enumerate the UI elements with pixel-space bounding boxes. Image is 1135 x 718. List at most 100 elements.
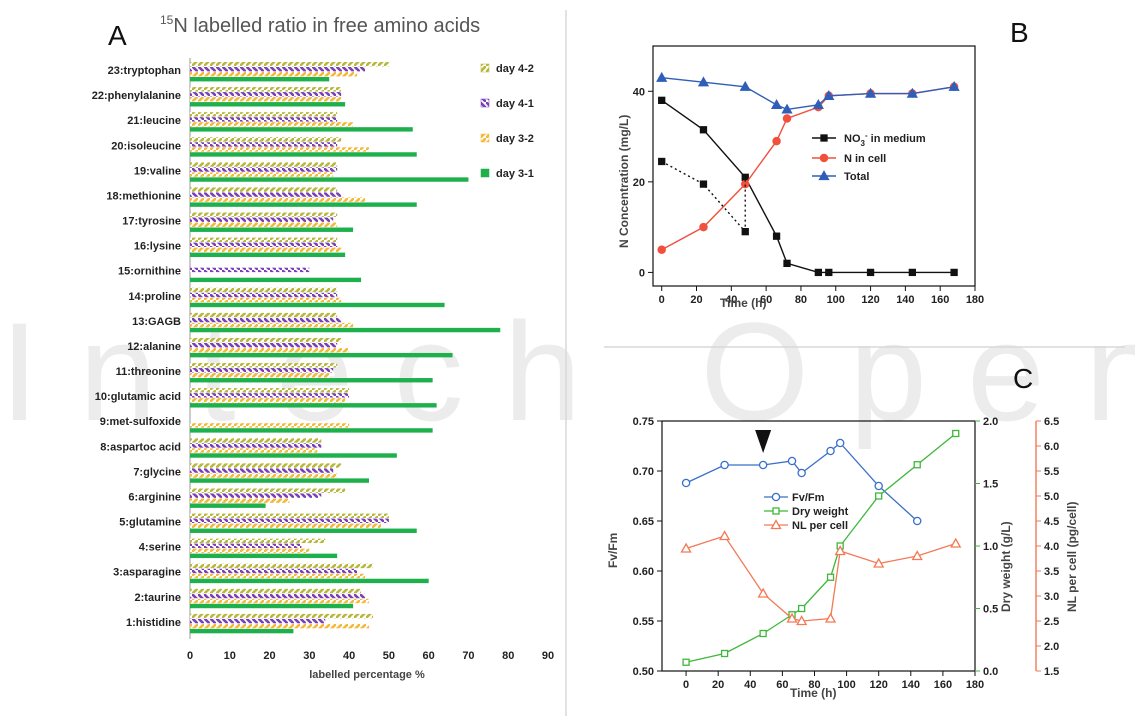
legend-label-main: NO (844, 133, 861, 145)
x-tick-label: 180 (966, 679, 984, 691)
x-tick-label: 20 (690, 294, 702, 306)
bar (190, 227, 354, 232)
bar (190, 513, 389, 518)
x-tick-label: 80 (795, 294, 807, 306)
data-point (718, 530, 731, 541)
legend-marker (818, 170, 830, 181)
y-right1-tick-label: 2.0 (983, 416, 998, 428)
y-left-tick-label: 0.65 (633, 516, 654, 528)
legend-swatch (480, 63, 490, 73)
panel-a-title: 15N labelled ratio in free amino acids (160, 13, 480, 37)
bar (190, 428, 433, 433)
category-label: 3:asparagine (113, 567, 181, 579)
x-tick-label: 40 (725, 294, 737, 306)
panel-a-legend: day 4-2 day 4-1 day 3-2 day 3-1 (480, 63, 534, 180)
bar (190, 463, 342, 468)
x-tick-label: 120 (861, 294, 879, 306)
legend-label: N in cell (844, 153, 886, 165)
category-label: 16:lysine (134, 241, 181, 253)
bar (190, 222, 338, 227)
data-point (912, 516, 922, 526)
panel-b-plot (656, 71, 960, 277)
data-point (720, 460, 729, 470)
bar (190, 267, 310, 273)
category-label: 14:proline (128, 291, 181, 303)
legend-label: day 4-2 (496, 63, 534, 75)
bar (190, 603, 354, 609)
legend-label: NL per cell (792, 520, 848, 532)
bar (190, 217, 334, 222)
data-point (866, 268, 875, 277)
series-line (685, 432, 957, 663)
bar (190, 322, 354, 328)
bar (190, 342, 338, 348)
x-tick-label: 60 (776, 679, 788, 691)
bar (190, 478, 369, 483)
y-right1-tick-label: 0.5 (983, 604, 998, 616)
panel-c-ticks: 0 20 40 60 80 100 120 140 160 180 0.50 0.55 0.60 0.65… (633, 416, 1060, 691)
bar (190, 77, 330, 82)
data-point (835, 438, 845, 448)
data-point (906, 87, 918, 98)
bar (190, 573, 366, 579)
y-right2-tick-label: 5.0 (1044, 491, 1059, 503)
data-point (772, 232, 781, 240)
y-right1-tick-label: 0.0 (983, 666, 998, 678)
series-line (661, 160, 746, 233)
bar (190, 327, 501, 333)
legend-label: Dry weight (792, 506, 849, 518)
bar (190, 117, 338, 122)
bar (190, 588, 362, 594)
bar (190, 388, 350, 393)
bar (190, 172, 334, 177)
bar (190, 312, 338, 318)
bar (190, 297, 342, 303)
x-tick-label: 140 (902, 679, 920, 691)
category-label: 7:glycine (133, 466, 181, 478)
bar (190, 87, 342, 92)
data-point (874, 481, 883, 491)
category-label: 5:glutamine (119, 517, 181, 529)
x-tick-label: 40 (744, 679, 756, 691)
data-point (950, 268, 958, 277)
category-label: 2:taurine (135, 592, 181, 604)
category-label: 17:tyrosine (122, 216, 181, 228)
data-point (786, 612, 798, 623)
bar (190, 538, 326, 544)
legend-label: NO3- in medium (844, 131, 926, 148)
bar (190, 503, 266, 508)
data-point (913, 461, 921, 469)
bar (190, 568, 358, 574)
bar (190, 543, 302, 549)
bar (190, 137, 342, 142)
data-point (826, 446, 835, 456)
data-point (812, 99, 824, 110)
category-label: 21:leucine (127, 115, 181, 127)
legend-label: day 4-1 (496, 98, 534, 110)
x-tick-label: 60 (423, 650, 435, 662)
panel-a-x-label: labelled percentage % (309, 669, 425, 681)
panel-b-ticks: 0 20 40 60 80 100 120 140 160 180 0 20 40 (633, 86, 984, 306)
legend-marker (820, 134, 828, 142)
x-tick-label: 0 (187, 650, 193, 662)
bar (190, 528, 417, 533)
bar (190, 468, 334, 473)
y-right2-tick-label: 3.5 (1044, 566, 1059, 578)
panel-a-letter: A (108, 20, 127, 51)
panel-c-plot (680, 429, 962, 666)
data-point (824, 612, 837, 623)
panel-b-x-label: Time (h) (720, 296, 766, 310)
data-point (782, 114, 792, 123)
bar (190, 102, 346, 107)
y-left-tick-label: 0.75 (633, 416, 654, 428)
data-point (656, 71, 668, 82)
bar (190, 378, 433, 383)
bar (190, 443, 322, 448)
y-right2-tick-label: 6.5 (1044, 416, 1059, 428)
data-point (950, 537, 962, 548)
category-label: 1:histidine (126, 617, 181, 629)
bar (190, 337, 342, 343)
panel-a-x-ticks: 0 10 20 30 40 50 60 70 80 90 (187, 650, 554, 662)
legend-swatch (480, 168, 490, 178)
data-point (682, 658, 690, 666)
